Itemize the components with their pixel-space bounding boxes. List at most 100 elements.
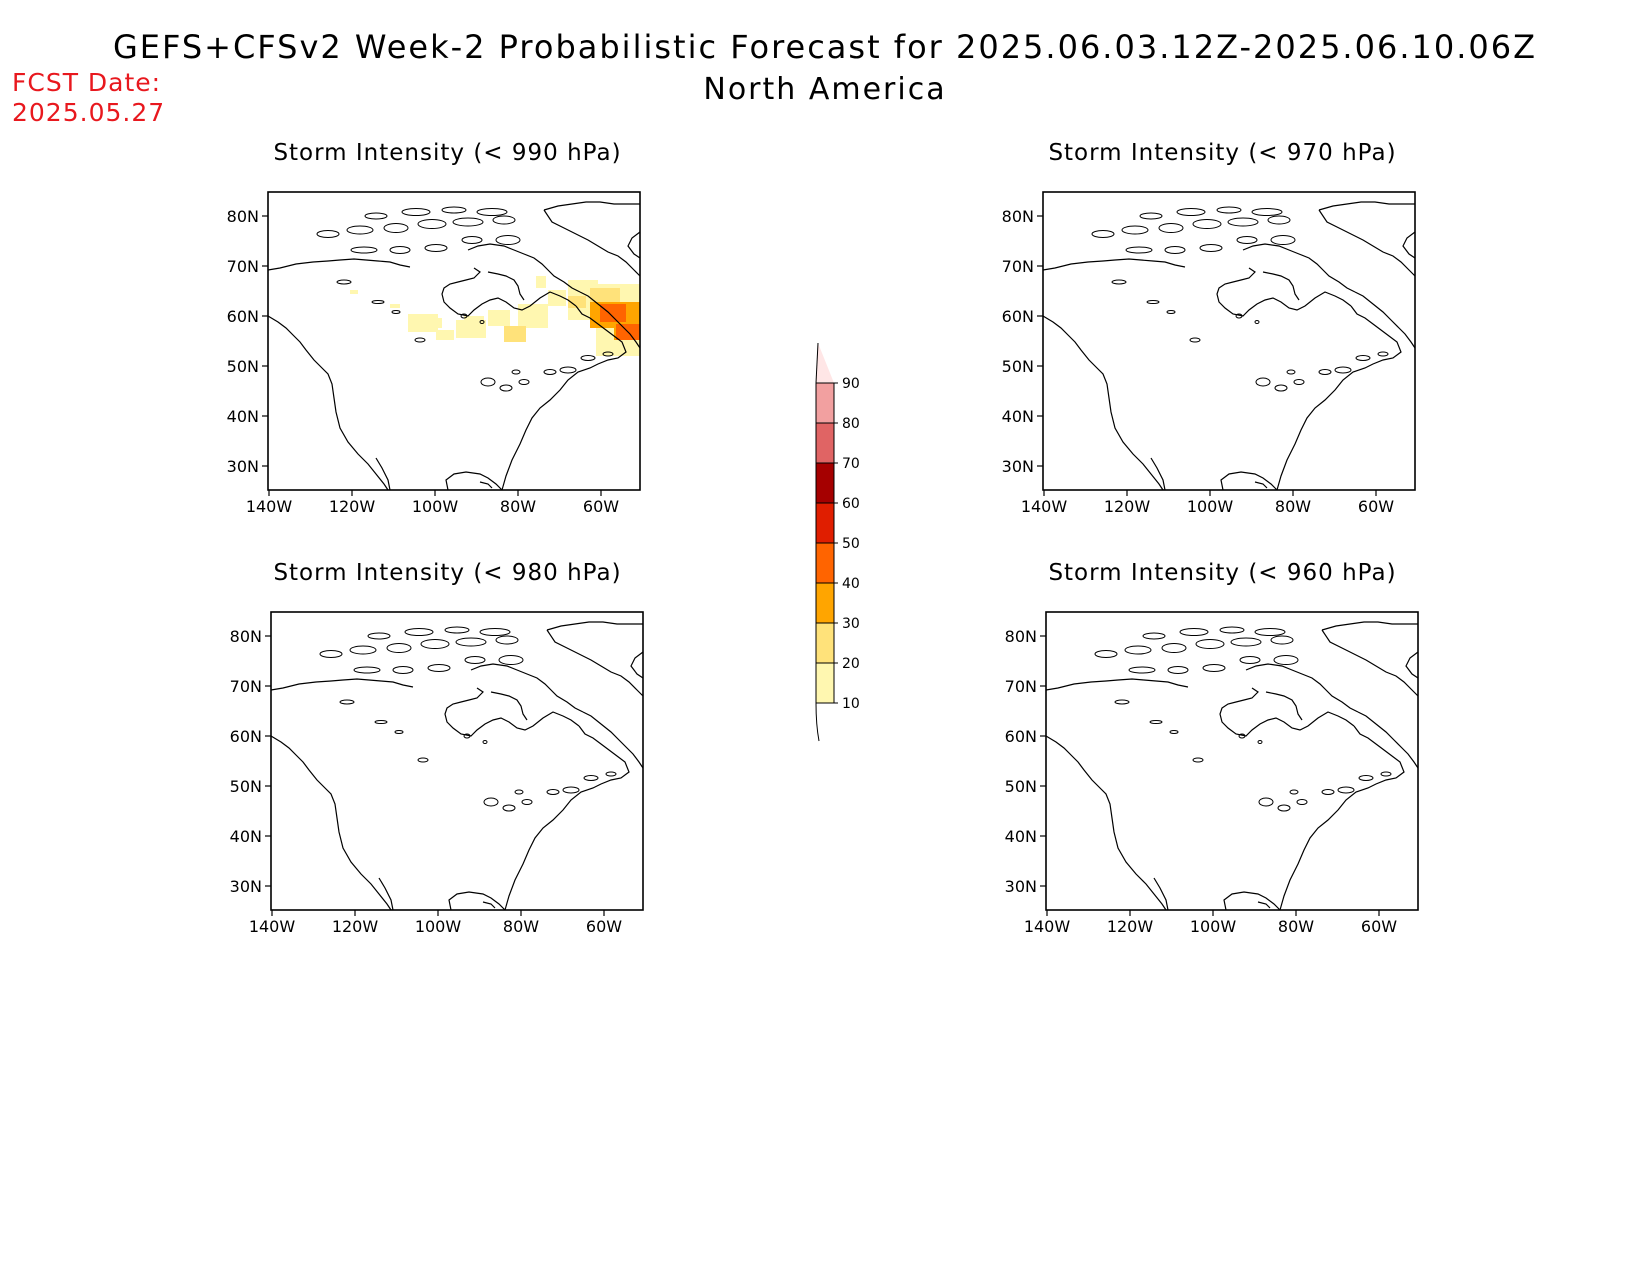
map-960-map-area bbox=[1045, 611, 1419, 911]
map-panel-980: 30N 40N 50N 60N 70N 80N 140W 120W 100W 80W 60W bbox=[230, 611, 644, 936]
colorbar-segment bbox=[816, 583, 834, 623]
map-960-island bbox=[1321, 789, 1335, 795]
map-970-island bbox=[1111, 279, 1127, 285]
map-960-lat-label: 50N bbox=[1005, 777, 1037, 796]
map-960-coastline bbox=[1321, 621, 1418, 631]
map-990-island bbox=[417, 219, 447, 229]
map-960-island bbox=[1289, 789, 1299, 795]
colorbar-label: 90 bbox=[842, 376, 860, 392]
map-960-island bbox=[1277, 804, 1291, 812]
map-960-coastline bbox=[1219, 687, 1355, 737]
map-960-coastline bbox=[1045, 678, 1189, 691]
map-990-coastline bbox=[479, 481, 493, 489]
map-990-island bbox=[492, 215, 516, 225]
map-990-lon-label: 140W bbox=[246, 497, 293, 516]
map-990-island bbox=[476, 208, 508, 216]
map-990-probability-cell bbox=[600, 304, 626, 322]
map-990-island bbox=[511, 369, 521, 375]
map-970-island bbox=[1176, 208, 1206, 216]
map-990-coastline bbox=[445, 471, 503, 491]
map-990-coastline bbox=[543, 209, 641, 277]
map-panel-960: 30N 40N 50N 60N 70N 80N 140W 120W 100W 80W 60W bbox=[1005, 611, 1419, 936]
map-980-island bbox=[514, 789, 524, 795]
colorbar-segment bbox=[816, 423, 834, 463]
map-970-coastline bbox=[1216, 267, 1352, 317]
colorbar-label: 20 bbox=[842, 656, 860, 672]
map-980-island bbox=[349, 645, 377, 655]
map-960-island bbox=[1239, 656, 1261, 664]
map-960-lat-label: 80N bbox=[1005, 627, 1037, 646]
map-990-map-frame bbox=[267, 191, 641, 491]
map-990-probability-cell bbox=[536, 276, 546, 288]
map-980-island bbox=[353, 666, 381, 674]
map-970-lon-label: 140W bbox=[1021, 497, 1068, 516]
map-970-island bbox=[1121, 225, 1149, 235]
map-990-island bbox=[495, 235, 521, 245]
map-970-lon-label: 60W bbox=[1358, 497, 1394, 516]
map-970-coastline bbox=[1276, 305, 1402, 491]
map-960-coastline bbox=[1321, 629, 1419, 697]
map-990-island bbox=[346, 225, 374, 235]
map-990-lat-label: 50N bbox=[227, 357, 259, 376]
forecast-date: FCST Date: 2025.05.27 bbox=[12, 68, 165, 128]
map-980-island bbox=[394, 730, 404, 734]
map-960-island bbox=[1337, 786, 1355, 794]
map-980-island bbox=[463, 733, 471, 739]
forecast-date-label: FCST Date: bbox=[12, 68, 162, 97]
map-990-island bbox=[479, 320, 485, 324]
map-980-lat-label: 60N bbox=[230, 727, 262, 746]
map-990-probability-cell bbox=[590, 288, 620, 306]
map-960-lat-label: 40N bbox=[1005, 827, 1037, 846]
map-960-coastline bbox=[1357, 711, 1419, 769]
map-960-island bbox=[1358, 775, 1374, 781]
map-970-lat-label: 30N bbox=[1002, 457, 1034, 476]
panel-title-970: Storm Intensity (< 970 hPa) bbox=[1048, 140, 1397, 166]
map-990-coastline bbox=[487, 271, 525, 301]
map-980-island bbox=[444, 626, 470, 634]
map-960-coastline bbox=[1245, 663, 1359, 713]
colorbar-label: 10 bbox=[842, 696, 860, 712]
map-960-coastline bbox=[1045, 735, 1167, 911]
map-960-lon-label: 80W bbox=[1278, 917, 1314, 936]
forecast-date-value: 2025.05.27 bbox=[12, 98, 166, 127]
map-panel-990: 30N 40N 50N 60N 70N 80N 140W 120W 100W 80W 60W bbox=[227, 191, 641, 516]
colorbar-top-edge bbox=[815, 342, 819, 384]
map-970-island bbox=[1189, 337, 1201, 343]
map-990-coastline bbox=[267, 315, 389, 491]
map-980-coastline bbox=[546, 621, 643, 631]
map-980-lat-label: 30N bbox=[230, 877, 262, 896]
map-960-coastline bbox=[1265, 691, 1303, 721]
map-960-coastline bbox=[1257, 901, 1271, 909]
map-990-lat-label: 40N bbox=[227, 407, 259, 426]
map-990-coastline bbox=[267, 258, 411, 271]
map-960-island bbox=[1230, 637, 1262, 647]
map-960-island bbox=[1380, 771, 1392, 777]
map-990-lon-label: 80W bbox=[500, 497, 536, 516]
map-980-lat-label: 70N bbox=[230, 677, 262, 696]
map-980-coastline bbox=[504, 725, 630, 911]
map-990-coastline bbox=[579, 291, 641, 349]
map-970-coastline bbox=[1242, 243, 1356, 293]
map-970-island bbox=[1164, 246, 1186, 254]
map-960-island bbox=[1270, 635, 1294, 645]
map-980-island bbox=[502, 804, 516, 812]
map-970-coastline bbox=[1262, 271, 1300, 301]
map-990-probability-cell bbox=[390, 304, 400, 308]
map-970-island bbox=[1146, 300, 1160, 304]
map-990-lat-label: 80N bbox=[227, 207, 259, 226]
colorbar-top-triangle bbox=[816, 343, 834, 383]
map-970-map-frame bbox=[1042, 191, 1416, 491]
map-990-coastline bbox=[627, 231, 641, 259]
map-980-island bbox=[464, 656, 486, 664]
map-980-lat-label: 40N bbox=[230, 827, 262, 846]
main-title: GEFS+CFSv2 Week-2 Probabilistic Forecast… bbox=[0, 28, 1650, 107]
map-990-coastline bbox=[543, 201, 640, 211]
colorbar-bottom-tail bbox=[815, 702, 820, 742]
map-970-map-area bbox=[1042, 191, 1416, 491]
map-970-lat-label: 50N bbox=[1002, 357, 1034, 376]
map-970-island bbox=[1270, 235, 1296, 245]
map-960-coastline bbox=[1279, 725, 1405, 911]
map-980-island bbox=[367, 632, 391, 640]
map-960-island bbox=[1192, 757, 1204, 763]
map-970-island bbox=[1227, 217, 1259, 227]
